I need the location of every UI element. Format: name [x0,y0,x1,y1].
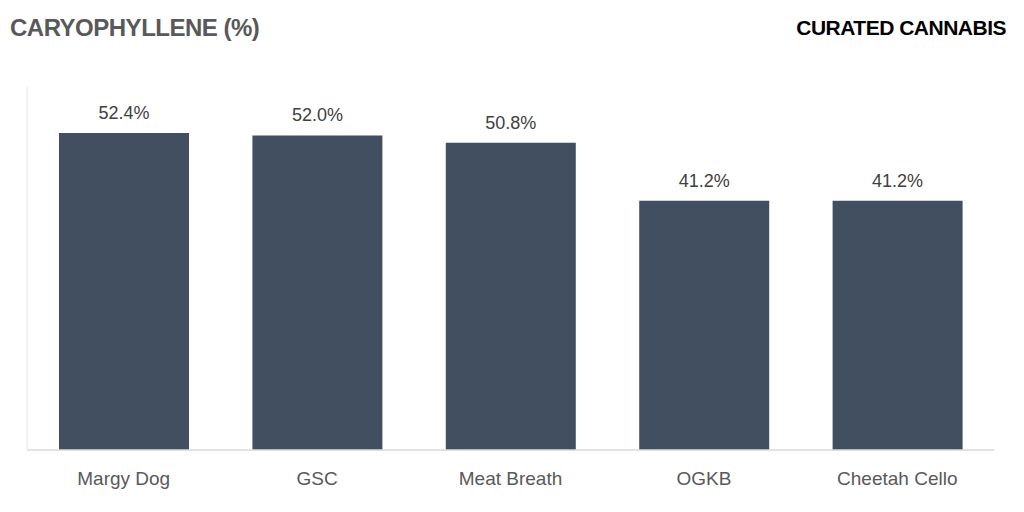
svg-text:Cheetah Cello: Cheetah Cello [837,468,957,489]
svg-text:Margy Dog: Margy Dog [77,468,170,489]
svg-text:Meat Breath: Meat Breath [459,468,563,489]
svg-text:52.0%: 52.0% [292,105,343,125]
svg-text:41.2%: 41.2% [872,171,923,191]
svg-text:50.8%: 50.8% [485,113,536,133]
svg-text:52.4%: 52.4% [98,103,149,123]
svg-text:GSC: GSC [297,468,338,489]
html-text:CARYOPHYLLENE (%): CARYOPHYLLENE (%) [10,14,260,41]
svg-text:41.2%: 41.2% [679,171,730,191]
svg-text:OGKB: OGKB [676,468,731,489]
html-text:CURATED CANNABIS: CURATED CANNABIS [796,16,1006,39]
